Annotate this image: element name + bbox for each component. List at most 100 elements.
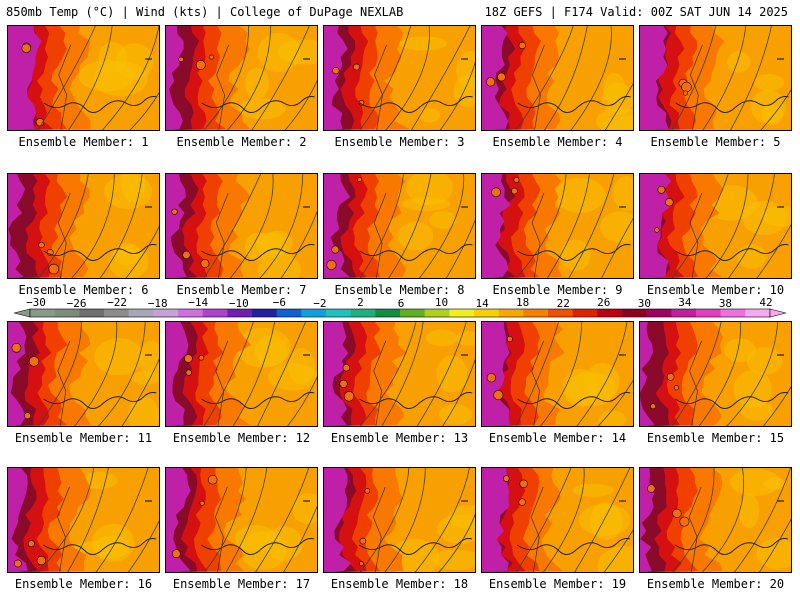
colorbar-swatch xyxy=(400,309,425,317)
ensemble-panel xyxy=(323,467,476,573)
temperature-map xyxy=(639,25,792,131)
ensemble-panel xyxy=(481,321,634,427)
colorbar-swatch xyxy=(745,309,771,317)
colorbar-tick-label: 10 xyxy=(434,296,449,309)
colorbar-swatch xyxy=(128,309,154,317)
ensemble-member-label: Ensemble Member: 6 xyxy=(18,283,149,297)
ensemble-member-label: Ensemble Member: 4 xyxy=(492,135,623,149)
temperature-colorbar: −30 −26 −22 −18 −14 −10 −6 −2 2 6 10 14 18 22 26 30 34 38… xyxy=(13,296,787,325)
temperature-map xyxy=(7,173,160,279)
ensemble-panel xyxy=(7,321,160,427)
colorbar-swatch xyxy=(449,309,475,317)
colorbar-tick-label: 42 xyxy=(759,296,773,309)
colorbar-tick-label: 18 xyxy=(516,296,530,309)
colorbar-swatch xyxy=(276,309,302,317)
colorbar-swatch xyxy=(671,309,697,317)
ensemble-member-label: Ensemble Member: 19 xyxy=(488,577,627,591)
colorbar-right-arrow xyxy=(769,308,787,318)
colorbar-swatch xyxy=(474,309,499,317)
ensemble-panel xyxy=(165,467,318,573)
temperature-map xyxy=(639,467,792,573)
ensemble-panel xyxy=(481,173,634,279)
ensemble-panel xyxy=(639,25,792,131)
colorbar-swatch xyxy=(301,309,327,317)
temperature-map xyxy=(639,321,792,427)
ensemble-panel xyxy=(7,173,160,279)
ensemble-member-label: Ensemble Member: 11 xyxy=(14,431,153,445)
colorbar-swatch xyxy=(622,309,647,317)
ensemble-panel xyxy=(323,321,476,427)
ensemble-member-label: Ensemble Member: 9 xyxy=(492,283,623,297)
ensemble-member-label: Ensemble Member: 16 xyxy=(14,577,153,591)
temperature-map xyxy=(165,467,318,573)
colorbar-swatch xyxy=(572,309,598,317)
colorbar-swatch xyxy=(54,309,80,317)
ensemble-panel xyxy=(481,467,634,573)
colorbar-swatch xyxy=(252,309,277,317)
temperature-map xyxy=(481,467,634,573)
ensemble-panel xyxy=(323,173,476,279)
colorbar-tick-label: −14 xyxy=(188,296,209,309)
ensemble-member-label: Ensemble Member: 2 xyxy=(176,135,307,149)
colorbar-swatch xyxy=(646,309,672,317)
model-run-info: 18Z GEFS | F174 Valid: 00Z SAT JUN 14 20… xyxy=(484,5,788,19)
colorbar-tick-label: 14 xyxy=(475,297,489,310)
temperature-map xyxy=(481,173,634,279)
ensemble-member-label: Ensemble Member: 18 xyxy=(330,577,469,591)
ensemble-member-label: Ensemble Member: 1 xyxy=(18,135,149,149)
ensemble-panel xyxy=(165,25,318,131)
temperature-map xyxy=(7,467,160,573)
ensemble-panel xyxy=(165,173,318,279)
colorbar-tick-label: 38 xyxy=(718,297,733,310)
colorbar-tick-label: −18 xyxy=(147,297,168,310)
colorbar-swatches xyxy=(13,308,787,318)
ensemble-member-label: Ensemble Member: 20 xyxy=(646,577,785,591)
colorbar-tick-label: −2 xyxy=(313,297,327,310)
ensemble-member-label: Ensemble Member: 12 xyxy=(172,431,311,445)
temperature-map xyxy=(639,173,792,279)
temperature-map xyxy=(7,321,160,427)
colorbar-left-arrow xyxy=(13,308,31,318)
colorbar-tick-label: −6 xyxy=(272,296,286,309)
ensemble-member-label: Ensemble Member: 14 xyxy=(488,431,627,445)
ensemble-member-label: Ensemble Member: 3 xyxy=(334,135,465,149)
ensemble-member-label: Ensemble Member: 17 xyxy=(172,577,311,591)
colorbar-tick-label: −26 xyxy=(66,297,87,310)
ensemble-member-label: Ensemble Member: 15 xyxy=(646,431,785,445)
colorbar-swatch xyxy=(548,309,573,317)
ensemble-panel xyxy=(7,467,160,573)
temperature-map xyxy=(323,173,476,279)
ensemble-panel xyxy=(639,321,792,427)
colorbar-swatch xyxy=(523,309,549,317)
colorbar-swatch xyxy=(178,309,203,317)
temperature-map xyxy=(165,321,318,427)
colorbar-swatch xyxy=(30,309,55,317)
ensemble-panel xyxy=(481,25,634,131)
temperature-map xyxy=(7,25,160,131)
temperature-map xyxy=(323,321,476,427)
ensemble-panel xyxy=(639,173,792,279)
ensemble-member-label: Ensemble Member: 13 xyxy=(330,431,469,445)
colorbar-swatch xyxy=(227,309,253,317)
ensemble-panel xyxy=(323,25,476,131)
colorbar-tick-label: 6 xyxy=(397,297,405,310)
colorbar-tick-label: −10 xyxy=(228,297,249,310)
colorbar-tick-label: 30 xyxy=(637,297,651,310)
colorbar-tick-label: 26 xyxy=(597,296,611,309)
colorbar-swatch xyxy=(375,309,401,317)
ensemble-panel xyxy=(7,25,160,131)
colorbar-tick-label: 22 xyxy=(556,297,570,310)
ensemble-panel xyxy=(165,321,318,427)
ensemble-member-label: Ensemble Member: 8 xyxy=(334,283,465,297)
ensemble-member-label: Ensemble Member: 7 xyxy=(176,283,307,297)
colorbar-swatch xyxy=(696,309,721,317)
temperature-map xyxy=(323,25,476,131)
colorbar-swatch xyxy=(202,309,228,317)
colorbar-swatch xyxy=(153,309,179,317)
temperature-map xyxy=(481,321,634,427)
ensemble-panel xyxy=(639,467,792,573)
temperature-map xyxy=(481,25,634,131)
colorbar-tick-label: 2 xyxy=(357,296,364,309)
colorbar-swatch xyxy=(498,309,524,317)
temperature-map xyxy=(323,467,476,573)
